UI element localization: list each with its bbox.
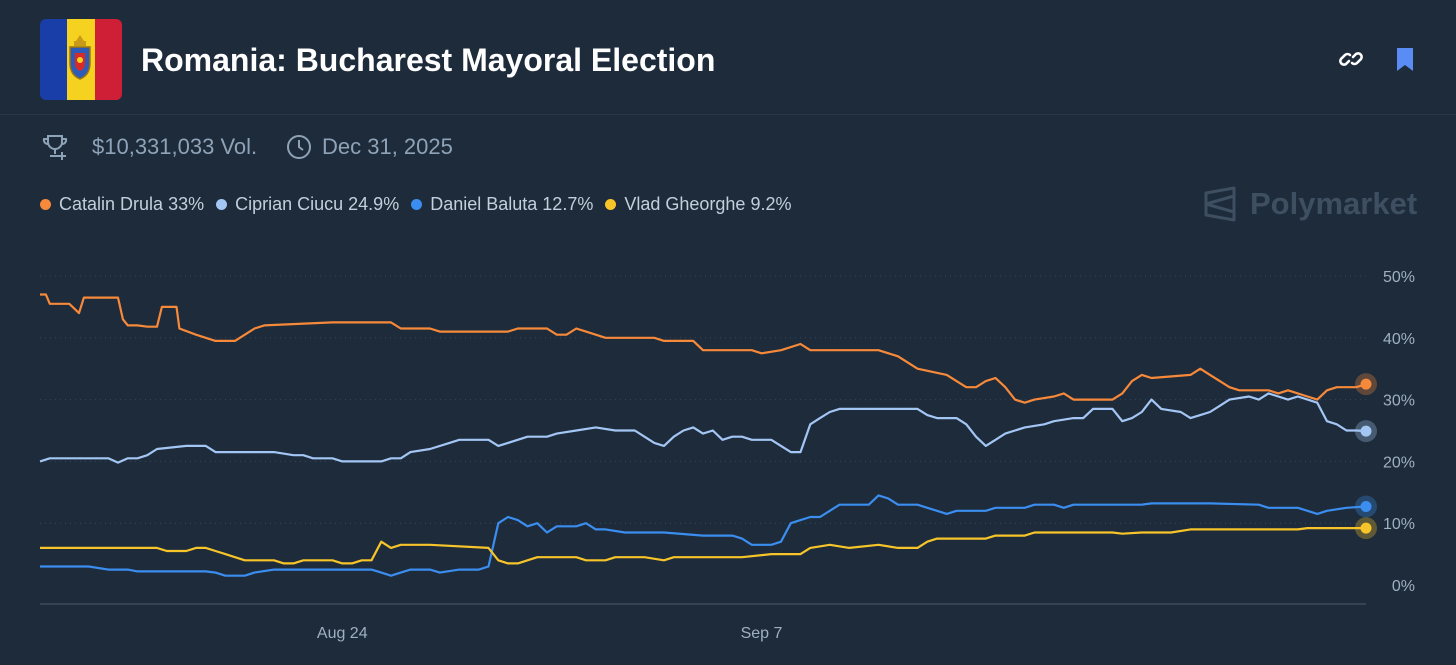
legend-name: Ciprian Ciucu [235, 193, 344, 214]
romania-flag-icon [40, 19, 122, 100]
x-axis: Aug 24 Sep 7 [317, 625, 783, 642]
end-date-meta: Dec 31, 2025 [286, 132, 453, 162]
legend-value: 12.7% [542, 193, 594, 214]
series-end-point-2[interactable] [1360, 501, 1372, 513]
volume-text: $10,331,033 Vol. [92, 134, 258, 159]
y-tick-label: 50% [1383, 269, 1415, 286]
x-tick-label: Sep 7 [741, 625, 783, 642]
legend-dot [216, 198, 228, 210]
link-icon[interactable] [1336, 44, 1366, 74]
legend-dot [411, 198, 423, 210]
y-tick-label: 20% [1383, 454, 1415, 471]
legend-dot [605, 198, 617, 210]
y-axis: 0% 10% 20% 30% 40% 50% [1383, 269, 1415, 595]
legend-value: 24.9% [348, 193, 400, 214]
chart-grid [40, 275, 1366, 605]
polymarket-brand: Polymarket [1202, 184, 1417, 224]
legend-item-daniel-baluta: Daniel Baluta 12.7% [411, 194, 593, 215]
legend-item-ciprian-ciucu: Ciprian Ciucu 24.9% [216, 194, 399, 215]
series-end-point-3[interactable] [1360, 522, 1372, 534]
series-line-2[interactable] [40, 494, 1367, 577]
series-end-point-0[interactable] [1360, 378, 1372, 390]
page-title: Romania: Bucharest Mayoral Election [141, 42, 716, 78]
legend-name: Catalin Drula [59, 193, 164, 214]
legend-name: Vlad Gheorghe [624, 193, 746, 214]
y-tick-label: 30% [1383, 393, 1415, 410]
chart-end-markers [1355, 373, 1377, 540]
clock-icon [287, 135, 311, 159]
series-line-0[interactable] [40, 293, 1367, 404]
chart-lines [39, 293, 1367, 577]
trophy-icon [42, 135, 68, 160]
polymarket-logo-icon [1204, 186, 1236, 222]
x-tick-label: Aug 24 [317, 625, 368, 642]
legend-item-catalin-drula: Catalin Drula 33% [40, 194, 204, 215]
series-line-3[interactable] [40, 527, 1366, 565]
legend-dot [40, 198, 51, 210]
market-header: Romania: Bucharest Mayoral Election [0, 0, 1456, 115]
brand-name: Polymarket [1250, 186, 1418, 221]
legend-value: 9.2% [750, 193, 792, 214]
line-chart[interactable]: 0% 10% 20% 30% 40% 50% Aug 24 Sep 7 [0, 240, 1456, 665]
y-tick-label: 40% [1383, 331, 1415, 348]
legend-name: Daniel Baluta [430, 193, 538, 214]
volume-meta: $10,331,033 Vol. [40, 132, 257, 162]
legend-item-vlad-gheorghe: Vlad Gheorghe 9.2% [605, 194, 791, 215]
series-end-point-1[interactable] [1360, 425, 1372, 437]
legend-value: 33% [168, 193, 205, 214]
bookmark-icon[interactable] [1390, 44, 1420, 74]
chart-legend: Catalin Drula 33% Ciprian Ciucu 24.9% Da… [40, 190, 803, 218]
series-line-1[interactable] [39, 392, 1367, 464]
end-date-text: Dec 31, 2025 [322, 134, 453, 159]
y-tick-label: 0% [1392, 578, 1415, 595]
y-tick-label: 10% [1383, 516, 1415, 533]
